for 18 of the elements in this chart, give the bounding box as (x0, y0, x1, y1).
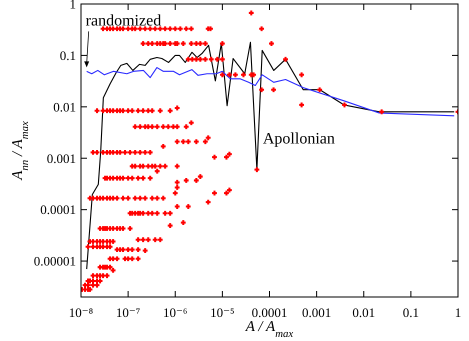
x-tick-label: 0.0001 (252, 305, 288, 320)
x-tick-label: 0.1 (402, 305, 419, 320)
x-axis-title: A / A$_{max}$ (244, 319, 294, 340)
x-tick-label: 0.01 (352, 305, 376, 320)
annotation: Apollonian (262, 130, 335, 148)
x-tick-label: 10⁻⁶ (163, 305, 188, 320)
x-tick-label: 0.001 (302, 305, 332, 320)
x-tick-label: 10⁻⁵ (210, 305, 235, 320)
x-tick-label: 10⁻⁸ (68, 305, 94, 320)
y-tick-label: 0.001 (46, 150, 76, 166)
x-tick-label: 1 (454, 305, 462, 320)
x-tick-label: 10⁻⁷ (116, 305, 140, 320)
y-tick-label: 0.00001 (34, 254, 76, 269)
y-tick-label: 1 (70, 0, 76, 12)
y-tick-label: 0.0001 (40, 202, 76, 218)
y-tick-label: 0.1 (60, 48, 76, 63)
annotation: randomized (86, 12, 162, 30)
y-tick-label: 0.01 (53, 99, 76, 114)
